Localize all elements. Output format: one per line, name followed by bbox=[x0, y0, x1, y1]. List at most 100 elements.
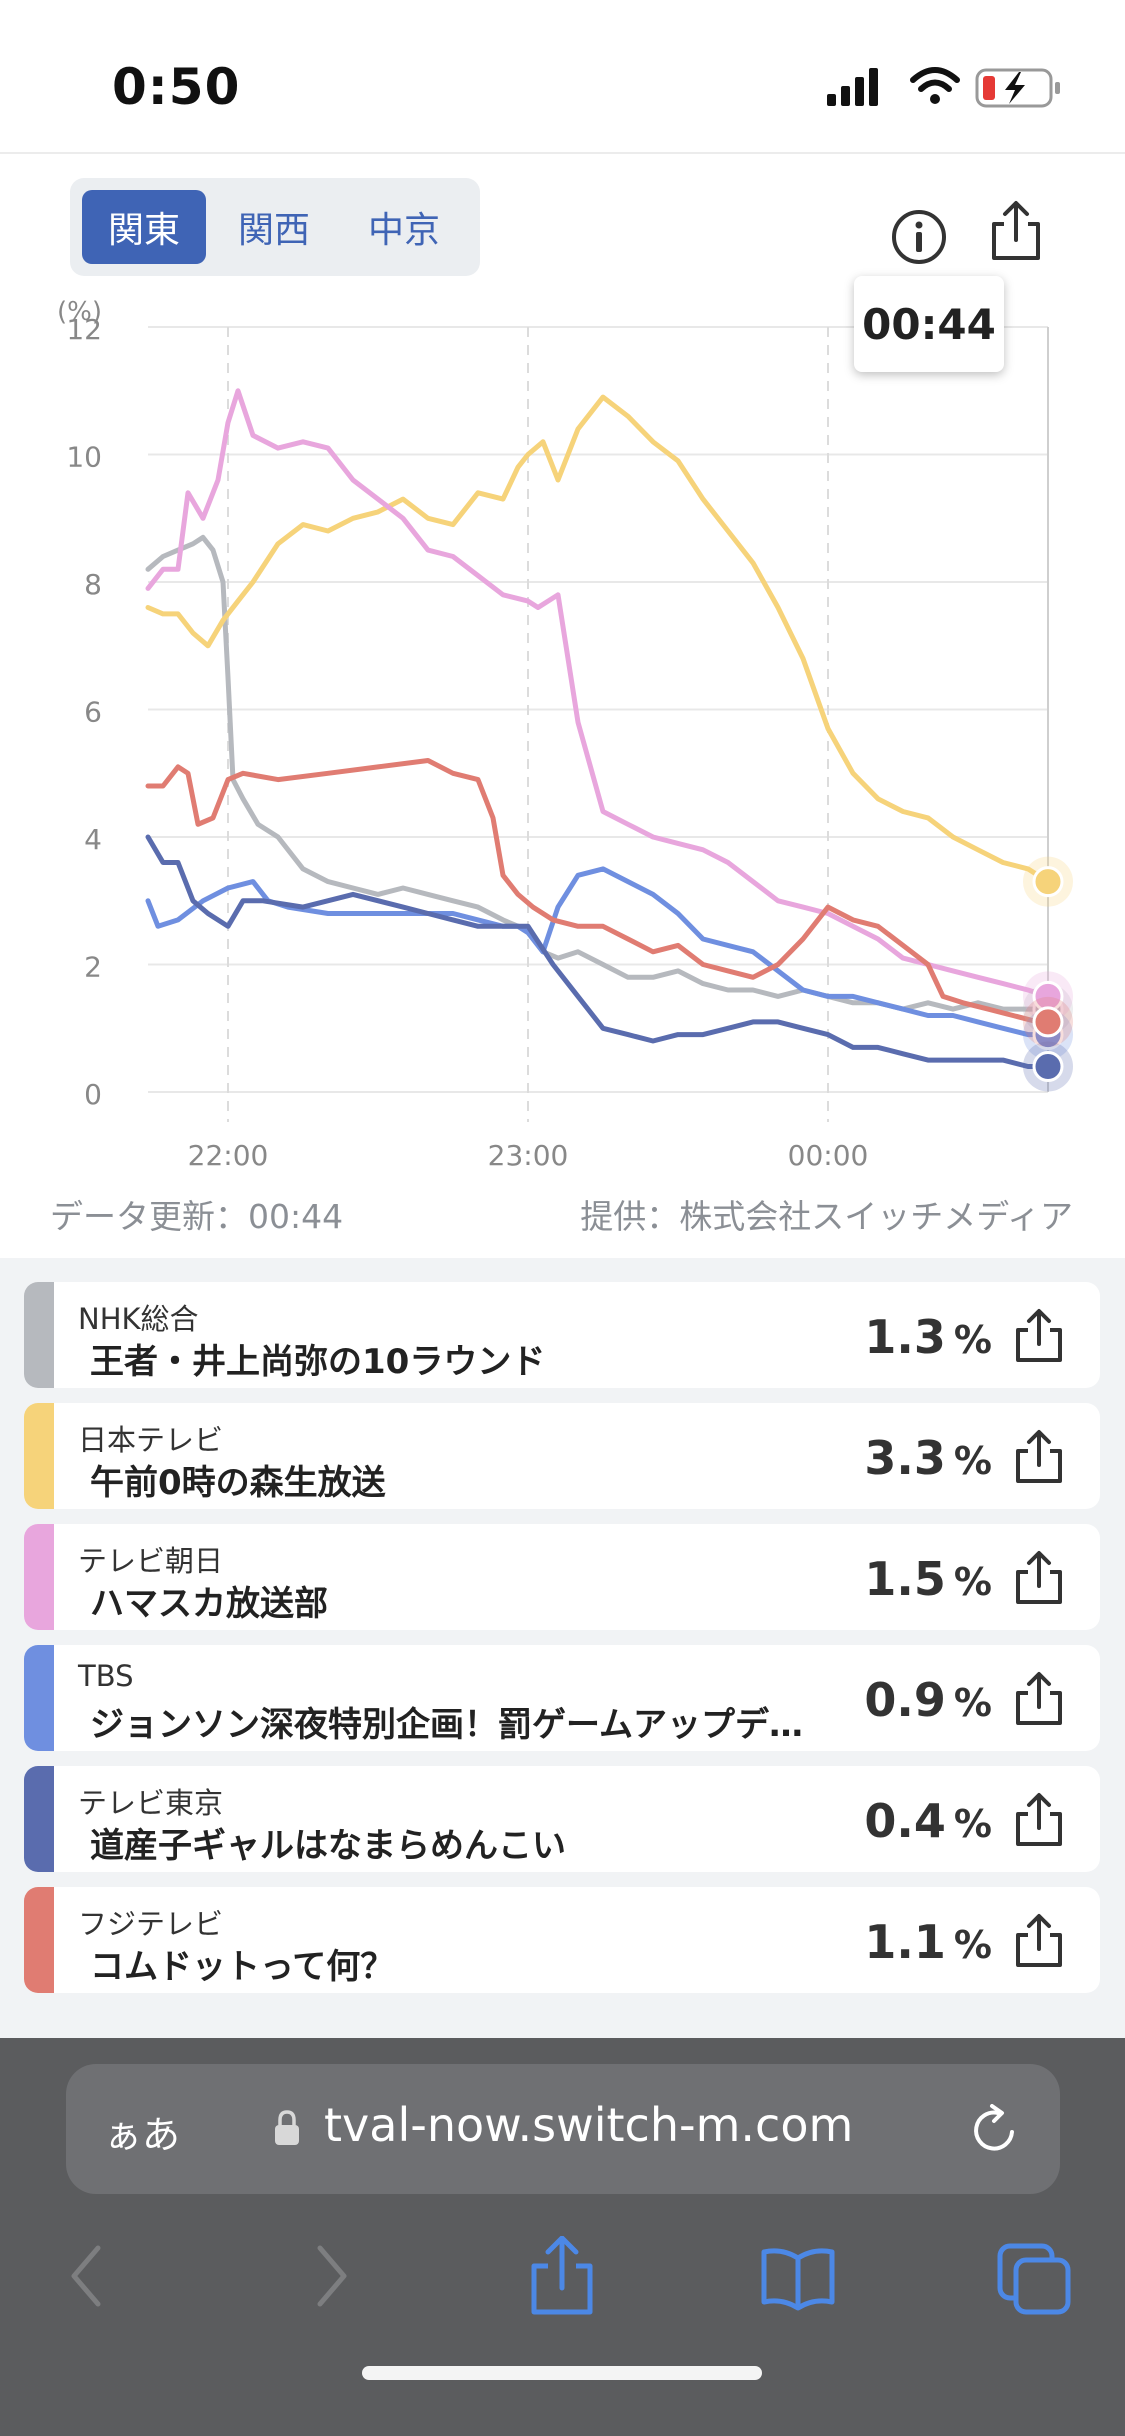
series-line bbox=[145, 834, 1051, 1069]
rating-unit: % bbox=[953, 1318, 992, 1362]
browser-share-icon[interactable] bbox=[522, 2236, 602, 2316]
signal-icon bbox=[827, 68, 878, 106]
rating-value: 1.5% bbox=[864, 1552, 992, 1606]
series-line bbox=[145, 388, 1051, 999]
rating-unit: % bbox=[953, 1439, 992, 1483]
info-icon[interactable] bbox=[890, 208, 948, 266]
x-tick-label: 23:00 bbox=[488, 1139, 569, 1172]
rating-value: 1.3% bbox=[864, 1310, 992, 1364]
channel-color-bar bbox=[24, 1524, 54, 1630]
series-line bbox=[145, 394, 1051, 885]
channel-color-bar bbox=[24, 1282, 54, 1388]
region-tabs: 関東 関西 中京 bbox=[70, 178, 480, 276]
y-tick-label: 6 bbox=[84, 696, 102, 729]
status-bar: 0:50 bbox=[0, 0, 1125, 150]
status-time: 0:50 bbox=[112, 58, 241, 116]
rating-number: 1.1 bbox=[864, 1915, 946, 1969]
share-icon[interactable] bbox=[1012, 1671, 1066, 1727]
tab-kanto[interactable]: 関東 bbox=[82, 190, 206, 264]
reload-icon[interactable] bbox=[968, 2104, 1020, 2156]
header-divider bbox=[0, 152, 1125, 154]
channel-name: 日本テレビ bbox=[78, 1423, 224, 1457]
y-axis-label: (%) bbox=[57, 297, 102, 327]
share-icon[interactable] bbox=[988, 200, 1044, 262]
y-tick-label: 8 bbox=[84, 568, 102, 601]
rating-number: 3.3 bbox=[864, 1431, 946, 1485]
rating-number: 1.5 bbox=[864, 1552, 946, 1606]
program-title: 王者・井上尚弥の10ラウンド bbox=[90, 1342, 546, 1382]
rating-number: 0.9 bbox=[864, 1673, 946, 1727]
chart-footer: データ更新：00:44 提供：株式会社スイッチメディア bbox=[0, 1190, 1125, 1250]
channel-color-bar bbox=[24, 1645, 54, 1751]
y-tick-label: 0 bbox=[84, 1078, 102, 1111]
provider-text: 提供：株式会社スイッチメディア bbox=[580, 1197, 1073, 1236]
page-settings-button[interactable]: ぁあ bbox=[104, 2113, 181, 2157]
home-indicator bbox=[362, 2366, 762, 2380]
battery-icon bbox=[975, 68, 1060, 108]
rating-number: 0.4 bbox=[864, 1794, 946, 1848]
series-marker bbox=[1032, 1051, 1064, 1082]
channel-color-bar bbox=[24, 1403, 54, 1509]
series-line bbox=[145, 758, 1051, 1025]
channel-row[interactable]: NHK総合王者・井上尚弥の10ラウンド 1.3% bbox=[24, 1282, 1100, 1388]
time-cursor-badge: 00:44 bbox=[854, 276, 1004, 372]
channel-name: フジテレビ bbox=[78, 1907, 224, 1941]
channel-row[interactable]: テレビ朝日ハマスカ放送部 1.5% bbox=[24, 1524, 1100, 1630]
forward-icon[interactable] bbox=[290, 2236, 370, 2316]
rating-value: 3.3% bbox=[864, 1431, 992, 1485]
status-icons bbox=[827, 67, 1060, 108]
channel-name: テレビ朝日 bbox=[78, 1544, 224, 1578]
channel-name: NHK総合 bbox=[78, 1302, 199, 1336]
share-icon[interactable] bbox=[1012, 1308, 1066, 1364]
data-updated-text: データ更新：00:44 bbox=[50, 1197, 344, 1236]
rating-chart-svg: 0 2 4 6 8 10 12(%) 22:00 23:00 00:00 bbox=[57, 297, 1073, 1172]
tabs-icon[interactable] bbox=[994, 2236, 1074, 2316]
rating-value: 0.4% bbox=[864, 1794, 992, 1848]
y-tick-label: 10 bbox=[66, 441, 102, 474]
channel-row[interactable]: 日本テレビ午前0時の森生放送 3.3% bbox=[24, 1403, 1100, 1509]
channel-list: NHK総合王者・井上尚弥の10ラウンド 1.3% 日本テレビ午前0時の森生放送 3.3… bbox=[24, 1282, 1100, 2008]
rating-unit: % bbox=[953, 1802, 992, 1846]
rating-value: 0.9% bbox=[864, 1673, 992, 1727]
x-tick-label: 22:00 bbox=[188, 1139, 269, 1172]
rating-number: 1.3 bbox=[864, 1310, 946, 1364]
channel-row[interactable]: TBS ジョンソン深夜特別企画！罰ゲームアップデ… 0.9% bbox=[24, 1645, 1100, 1751]
share-icon[interactable] bbox=[1012, 1792, 1066, 1848]
share-icon[interactable] bbox=[1012, 1429, 1066, 1485]
program-title: 道産子ギャルはなまらめんこい bbox=[90, 1826, 566, 1866]
rating-value: 1.1% bbox=[864, 1915, 992, 1969]
back-icon[interactable] bbox=[48, 2236, 128, 2316]
program-title: 午前0時の森生放送 bbox=[90, 1463, 386, 1503]
browser-bar: ぁあ tval-now.switch-m.com bbox=[0, 2038, 1125, 2436]
y-tick-label: 2 bbox=[84, 951, 102, 984]
tab-chukyo[interactable]: 中京 bbox=[367, 210, 440, 251]
channel-row[interactable]: フジテレビコムドットって何？ 1.1% bbox=[24, 1887, 1100, 1993]
address-bar[interactable]: ぁあ tval-now.switch-m.com bbox=[66, 2064, 1060, 2194]
wifi-icon bbox=[910, 67, 960, 104]
channel-row[interactable]: テレビ東京道産子ギャルはなまらめんこい 0.4% bbox=[24, 1766, 1100, 1872]
series-marker bbox=[1032, 1006, 1064, 1038]
url-text: tval-now.switch-m.com bbox=[324, 2098, 854, 2152]
rating-unit: % bbox=[953, 1681, 992, 1725]
channel-list-area: NHK総合王者・井上尚弥の10ラウンド 1.3% 日本テレビ午前0時の森生放送 3.3… bbox=[0, 1258, 1125, 2038]
program-title: ジョンソン深夜特別企画！罰ゲームアップデ… bbox=[90, 1705, 803, 1745]
program-title: コムドットって何？ bbox=[90, 1947, 395, 1987]
y-tick-label: 12 bbox=[66, 313, 102, 346]
series-marker bbox=[1032, 866, 1064, 898]
rating-unit: % bbox=[953, 1560, 992, 1604]
channel-color-bar bbox=[24, 1766, 54, 1872]
channel-color-bar bbox=[24, 1887, 54, 1993]
share-icon[interactable] bbox=[1012, 1913, 1066, 1969]
y-tick-label: 4 bbox=[84, 823, 102, 856]
channel-name: テレビ東京 bbox=[78, 1786, 224, 1820]
program-title: ハマスカ放送部 bbox=[90, 1584, 328, 1624]
bookmarks-icon[interactable] bbox=[758, 2236, 838, 2316]
tab-kansai[interactable]: 関西 bbox=[237, 210, 310, 251]
share-icon[interactable] bbox=[1012, 1550, 1066, 1606]
rating-chart: 0 2 4 6 8 10 12 (%) 22:00 23:00 00:00 bbox=[0, 280, 1125, 1220]
x-tick-label: 00:00 bbox=[788, 1139, 869, 1172]
channel-name: TBS bbox=[78, 1659, 134, 1693]
lock-icon bbox=[275, 2110, 299, 2145]
rating-unit: % bbox=[953, 1923, 992, 1967]
series-line bbox=[145, 534, 1051, 1012]
